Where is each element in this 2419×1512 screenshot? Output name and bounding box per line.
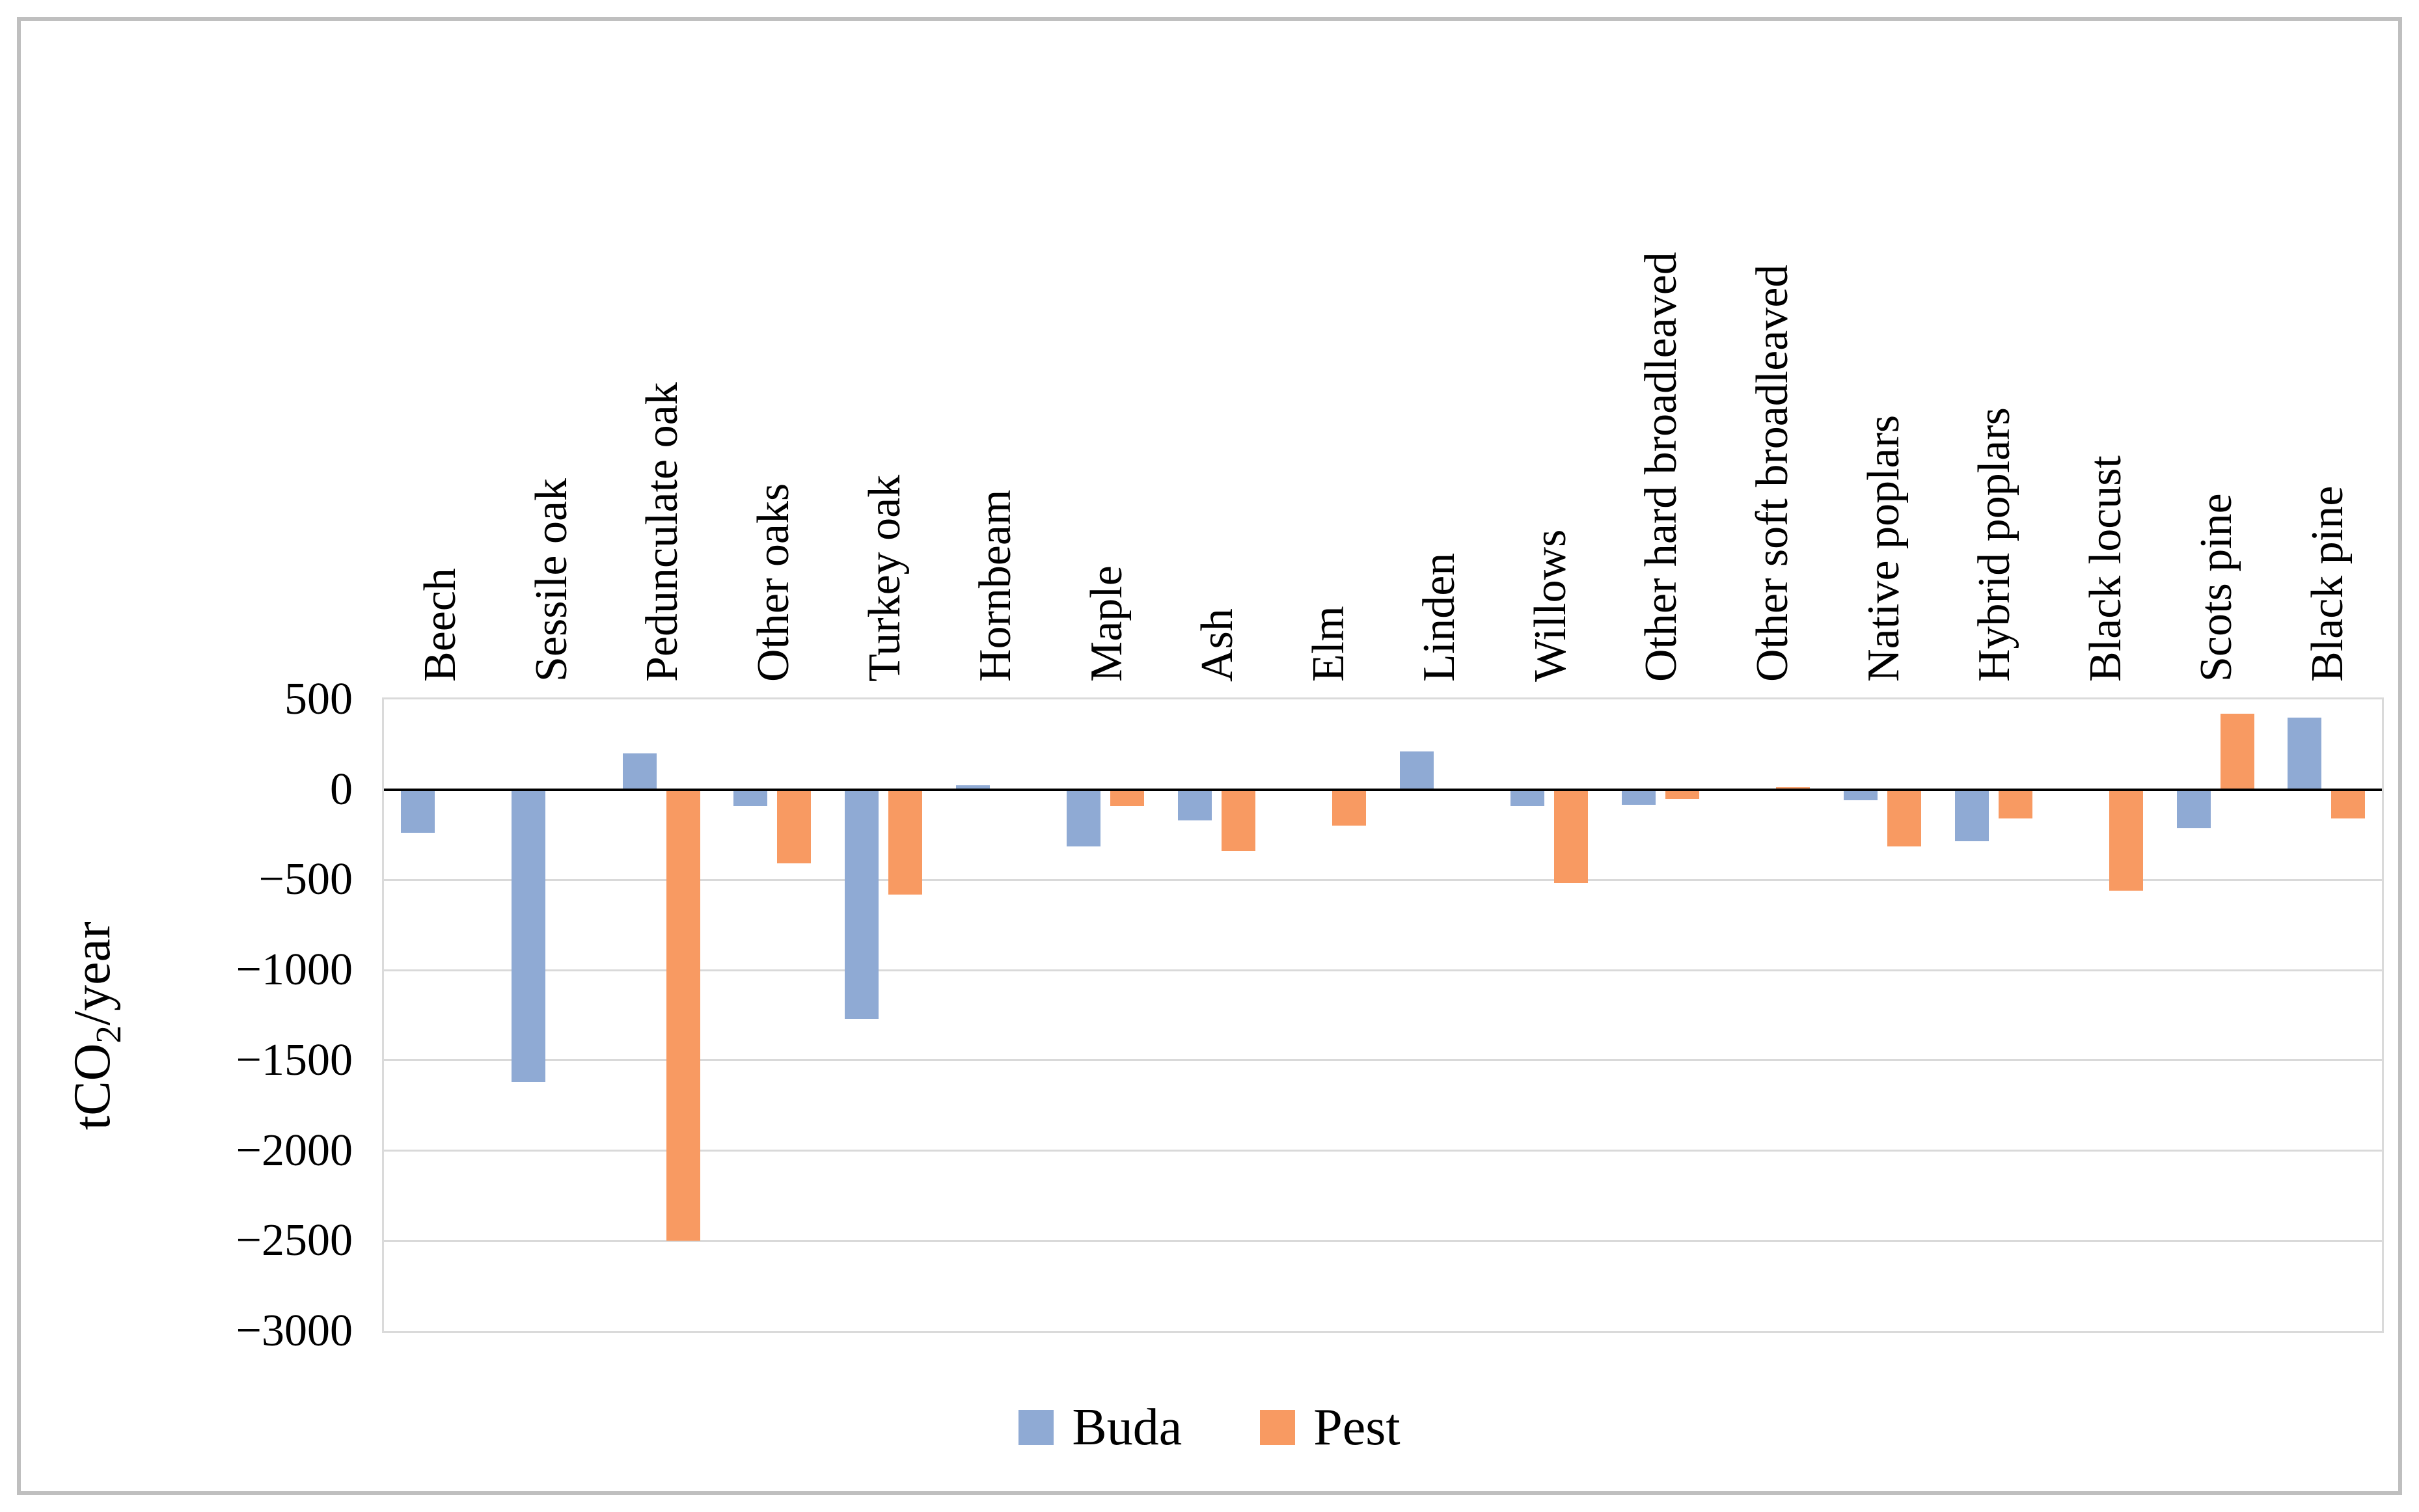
gridline--2500 — [384, 1239, 2382, 1242]
bar-pest-other-hard-broadleaved — [1665, 789, 1699, 799]
y-tick-label--1000: −1000 — [236, 945, 353, 995]
category-label-elm: Elm — [1303, 606, 1354, 682]
category-label-ash: Ash — [1192, 608, 1243, 682]
y-tick-label-500: 500 — [284, 674, 353, 724]
category-axis: Beech Sessile oak Pedunculate oak Other oak… — [384, 21, 2382, 682]
gridline--500 — [384, 878, 2382, 881]
legend-item-pest: Pest — [1260, 1399, 1401, 1456]
bar-pest-other-oaks — [777, 789, 812, 864]
bar-buda-other-hard-broadleaved — [1621, 789, 1656, 805]
bar-pest-ash — [1221, 789, 1255, 852]
legend-swatch-buda-icon — [1018, 1410, 1054, 1445]
bar-pest-black-locust — [2109, 789, 2144, 891]
bar-pest-native-poplars — [1887, 789, 1921, 847]
category-label-other-soft-broadleaved: Other soft broadleaved — [1747, 264, 1797, 682]
gridline--2000 — [384, 1150, 2382, 1152]
bar-pest-black-pine — [2331, 789, 2366, 819]
y-tick-label-0: 0 — [330, 764, 353, 815]
category-label-black-locust: Black locust — [2080, 455, 2131, 682]
bar-buda-beech — [400, 789, 435, 833]
bar-pest-scots-pine — [2220, 714, 2254, 790]
legend: Buda Pest — [21, 1399, 2398, 1456]
bar-pest-maple — [1110, 789, 1145, 806]
category-label-hybrid-poplars: Hybrid poplars — [1969, 407, 2020, 682]
legend-label-pest: Pest — [1313, 1399, 1401, 1456]
bar-buda-turkey-oak — [845, 789, 879, 1019]
category-label-maple: Maple — [1081, 565, 1132, 682]
category-label-native-poplars: Native poplars — [1858, 414, 1909, 682]
legend-label-buda: Buda — [1072, 1399, 1182, 1456]
bar-buda-hornbeam — [955, 785, 990, 790]
gridline--1500 — [384, 1059, 2382, 1062]
category-label-black-pine: Black pine — [2302, 485, 2353, 682]
y-tick-label--500: −500 — [258, 854, 353, 905]
bar-pest-turkey-oak — [888, 789, 922, 895]
y-tick-label--2000: −2000 — [236, 1125, 353, 1176]
y-axis-tick-labels: 500 0 −500 −1000 −1500 −2000 −2500 −3000 — [21, 674, 361, 1356]
bar-buda-other-oaks — [733, 789, 768, 806]
plot-area — [382, 697, 2384, 1333]
bar-buda-native-poplars — [1844, 789, 1878, 801]
category-label-scots-pine: Scots pine — [2191, 493, 2242, 682]
category-label-linden: Linden — [1414, 552, 1465, 682]
bar-buda-black-pine — [2288, 717, 2322, 790]
bar-buda-hybrid-poplars — [1954, 789, 1989, 841]
y-tick-label--2500: −2500 — [236, 1215, 353, 1266]
legend-item-buda: Buda — [1018, 1399, 1182, 1456]
bar-buda-linden — [1399, 751, 1434, 790]
bar-pest-elm — [1332, 789, 1367, 826]
gridline--1000 — [384, 969, 2382, 971]
category-label-other-oaks: Other oaks — [748, 483, 799, 682]
bar-buda-maple — [1067, 789, 1101, 847]
category-label-other-hard-broadleaved: Other hard broadleaved — [1636, 252, 1687, 682]
bar-buda-pedunculate-oak — [622, 753, 657, 790]
bar-buda-ash — [1177, 789, 1212, 820]
chart-frame: tCO2/year Beech Sessile oak Pedunculate oa… — [17, 17, 2402, 1495]
bar-pest-pedunculate-oak — [666, 789, 700, 1241]
bar-pest-hybrid-poplars — [1998, 789, 2032, 819]
category-label-willows: Willows — [1525, 529, 1576, 682]
bar-buda-scots-pine — [2176, 789, 2211, 829]
category-label-turkey-oak: Turkey oak — [859, 474, 910, 682]
category-label-beech: Beech — [415, 568, 466, 682]
category-label-sessile-oak: Sessile oak — [526, 478, 577, 682]
bar-buda-sessile-oak — [512, 789, 546, 1083]
bar-pest-willows — [1554, 789, 1589, 883]
y-tick-label--3000: −3000 — [236, 1306, 353, 1356]
bar-pest-other-soft-broadleaved — [1776, 787, 1811, 790]
category-label-hornbeam: Hornbeam — [970, 489, 1021, 682]
category-label-pedunculate-oak: Pedunculate oak — [637, 382, 688, 682]
zero-axis-line — [384, 788, 2382, 791]
legend-swatch-pest-icon — [1260, 1410, 1296, 1445]
bar-buda-willows — [1510, 789, 1545, 806]
y-tick-label--1500: −1500 — [236, 1034, 353, 1085]
